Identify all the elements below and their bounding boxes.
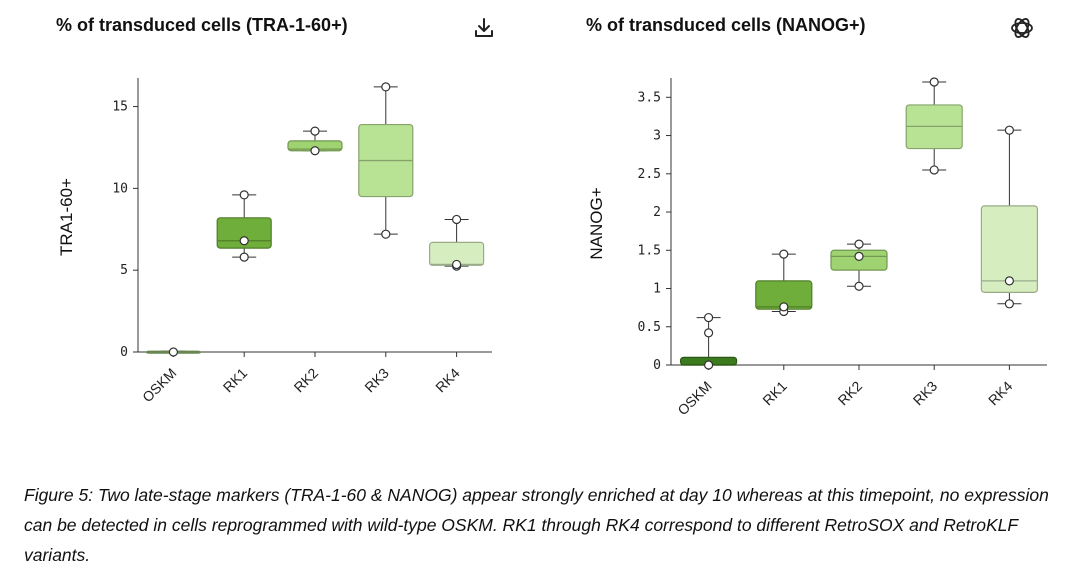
x-tick-label: RK3 — [361, 365, 392, 396]
x-tick-label: RK3 — [910, 378, 941, 409]
x-tick-label: RK2 — [291, 365, 322, 396]
y-tick-label: 5 — [120, 263, 128, 278]
data-point — [779, 249, 789, 259]
data-point — [452, 214, 462, 225]
data-point — [1004, 125, 1014, 135]
x-tick-label: RK4 — [432, 365, 463, 396]
y-axis-title: TRA1-60+ — [57, 178, 76, 256]
data-point — [704, 360, 714, 370]
x-tick-label: OSKM — [674, 378, 714, 418]
x-tick-label: RK4 — [985, 378, 1016, 409]
data-point — [381, 229, 391, 239]
data-point — [381, 82, 391, 92]
y-tick-label: 0.5 — [638, 320, 661, 335]
y-tick-label: 1.5 — [638, 243, 661, 258]
figure-caption: Figure 5: Two late-stage markers (TRA-1-… — [24, 485, 1049, 565]
x-tick-label: OSKM — [139, 365, 179, 405]
download-icon[interactable] — [470, 14, 498, 42]
data-point — [239, 190, 249, 200]
data-point — [854, 239, 864, 249]
chart-title: % of transduced cells (NANOG+) — [586, 15, 866, 35]
y-tick-label: 2 — [653, 205, 661, 220]
box-rk4 — [980, 205, 1038, 293]
x-tick-label: RK1 — [220, 365, 251, 396]
chart-title: % of transduced cells (TRA-1-60+) — [56, 15, 348, 35]
data-point — [168, 347, 178, 357]
chart-panel-nanog: % of transduced cells (NANOG+) 0 0.5 1 1.5 2… — [540, 0, 1080, 470]
data-point — [310, 146, 320, 156]
y-tick-label: 1 — [653, 282, 661, 297]
chart-panel-tra: % of transduced cells (TRA-1-60+) 0 5 10 15… — [0, 0, 540, 470]
data-point — [239, 236, 249, 246]
data-point — [704, 328, 714, 338]
data-point — [310, 126, 320, 136]
y-tick-label: 15 — [112, 100, 128, 115]
y-tick-label: 0 — [120, 345, 128, 360]
y-axis-title: NANOG+ — [587, 187, 606, 259]
x-tick-label: RK1 — [759, 378, 790, 409]
data-point — [239, 252, 249, 262]
y-tick-label: 10 — [112, 181, 128, 196]
y-tick-label: 2.5 — [638, 167, 661, 182]
data-point — [929, 165, 939, 175]
data-point — [779, 302, 789, 312]
data-point — [854, 281, 864, 291]
x-tick-label: RK2 — [835, 378, 866, 409]
data-point — [929, 77, 939, 87]
data-point — [854, 251, 864, 261]
y-tick-label: 3.5 — [638, 90, 661, 105]
data-point — [1004, 299, 1014, 309]
data-point — [704, 312, 714, 323]
data-point — [452, 259, 462, 270]
y-tick-label: 3 — [653, 129, 661, 144]
box-plot-nanog: 0 0.5 1 1.5 2 2.5 3 3.5 NANOG+ OSKM RK1 RK2 RK3 RK4 — [587, 77, 1047, 418]
data-point — [1004, 276, 1014, 286]
y-tick-label: 0 — [653, 358, 661, 373]
box-plot-tra: 0 5 10 15 TRA1-60+ OSKM RK1 RK2 RK3 RK4 — [57, 78, 492, 405]
openai-logo-icon[interactable] — [1008, 14, 1036, 42]
